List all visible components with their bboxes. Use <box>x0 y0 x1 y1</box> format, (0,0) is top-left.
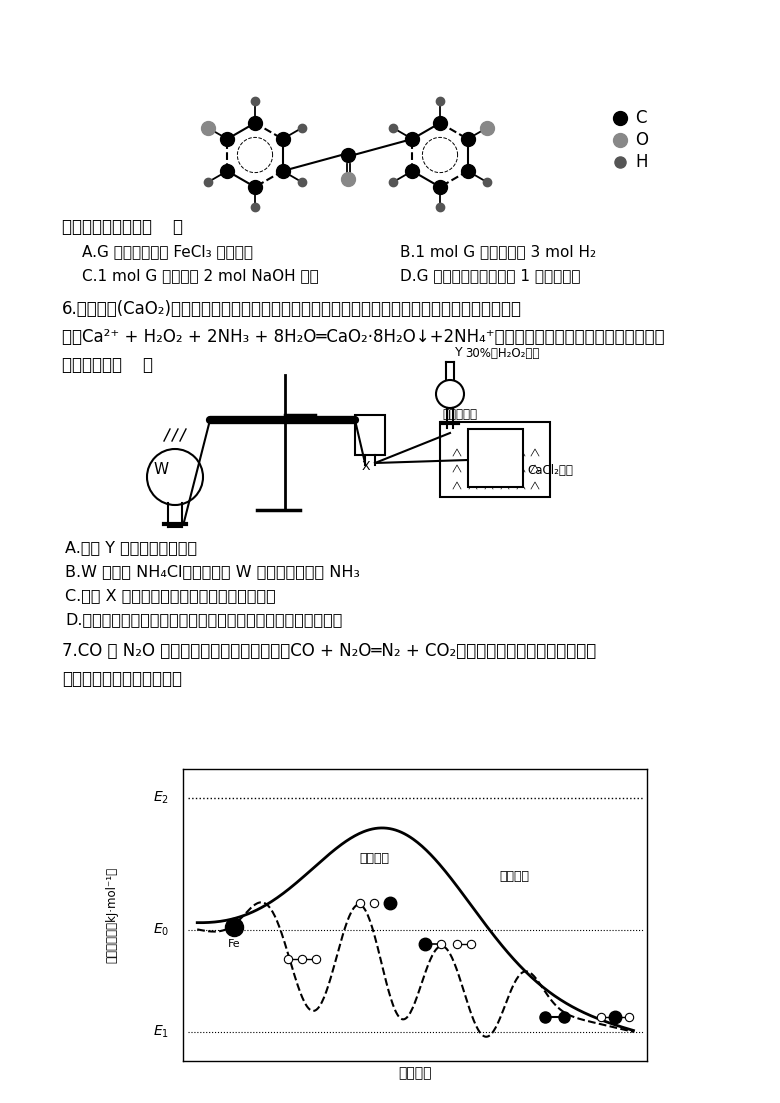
Text: D.为加快反应速率和提高产率，可将冰水混合物改为温水浴加热: D.为加快反应速率和提高产率，可将冰水混合物改为温水浴加热 <box>65 612 342 627</box>
Y-axis label: 相对能量／（kJ·mol⁻¹）: 相对能量／（kJ·mol⁻¹） <box>105 867 119 963</box>
Text: Y: Y <box>455 346 463 358</box>
Text: $E_1$: $E_1$ <box>154 1024 169 1040</box>
Text: A.仪器 Y 的名称为长颈漏斗: A.仪器 Y 的名称为长颈漏斗 <box>65 540 197 555</box>
Text: 铁催化剂: 铁催化剂 <box>360 853 390 866</box>
Text: 冰水混合物: 冰水混合物 <box>442 408 477 421</box>
Text: 反应Ca²⁺ + H₂O₂ + 2NH₃ + 8H₂O═CaO₂·8H₂O↓+2NH₄⁺制备过氧化钙的装置如图所示。下列说: 反应Ca²⁺ + H₂O₂ + 2NH₃ + 8H₂O═CaO₂·8H₂O↓+2… <box>62 328 665 346</box>
Text: 6.过氧化钙(CaO₂)是一种白色的固体，微溶于水，且不溶于乙醇、乙醚和碱性溶液，溶于酸。利用: 6.过氧化钙(CaO₂)是一种白色的固体，微溶于水，且不溶于乙醇、乙醚和碱性溶液… <box>62 300 522 318</box>
Text: 7.CO 与 N₂O 均是大气污染物，可通过反应CO + N₂O═N₂ + CO₂转化为无害气体，其相对能量与: 7.CO 与 N₂O 均是大气污染物，可通过反应CO + N₂O═N₂ + CO… <box>62 642 596 660</box>
Text: A.G 易被氧化且遇 FeCl₃ 溶液显色: A.G 易被氧化且遇 FeCl₃ 溶液显色 <box>82 244 253 259</box>
Text: 下列说法错误的是（    ）: 下列说法错误的是（ ） <box>62 218 183 236</box>
Text: X: X <box>362 460 370 473</box>
Text: 无催化剂: 无催化剂 <box>499 870 529 882</box>
Text: O: O <box>635 131 648 149</box>
Text: 30%的H₂O₂溶液: 30%的H₂O₂溶液 <box>465 347 540 360</box>
Text: H: H <box>635 153 647 171</box>
Bar <box>440 422 550 497</box>
X-axis label: 反应历程: 反应历程 <box>399 1067 432 1081</box>
Bar <box>355 415 385 456</box>
Text: CaCl₂溶液: CaCl₂溶液 <box>527 463 573 476</box>
Text: C.仪器 X 的作用是导气，并防止发生倒吸现象: C.仪器 X 的作用是导气，并防止发生倒吸现象 <box>65 588 276 603</box>
Text: B.1 mol G 最多能消耗 3 mol H₂: B.1 mol G 最多能消耗 3 mol H₂ <box>400 244 596 259</box>
Text: C.1 mol G 最多能与 2 mol NaOH 反应: C.1 mol G 最多能与 2 mol NaOH 反应 <box>82 268 319 283</box>
Text: $E_0$: $E_0$ <box>153 921 169 938</box>
Text: D.G 分子中碳原子只采用 1 种杂化方式: D.G 分子中碳原子只采用 1 种杂化方式 <box>400 268 580 283</box>
Text: Fe: Fe <box>228 939 241 949</box>
Text: B.W 可以是 NH₄Cl，通过加热 W 提供反应所需的 NH₃: B.W 可以是 NH₄Cl，通过加热 W 提供反应所需的 NH₃ <box>65 564 360 579</box>
Bar <box>468 429 523 488</box>
Text: W: W <box>153 462 168 478</box>
Text: C: C <box>635 109 647 127</box>
Text: $E_2$: $E_2$ <box>154 790 169 806</box>
Text: 法正确的是（    ）: 法正确的是（ ） <box>62 356 153 374</box>
Text: 反应历程的关系如图所示。: 反应历程的关系如图所示。 <box>62 670 182 688</box>
